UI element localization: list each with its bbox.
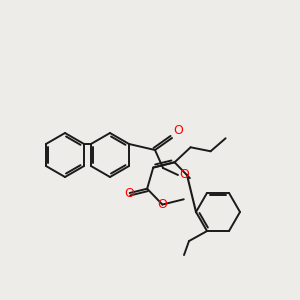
Text: O: O xyxy=(158,198,167,211)
Text: O: O xyxy=(125,187,135,200)
Text: O: O xyxy=(173,124,183,137)
Text: O: O xyxy=(179,167,189,181)
